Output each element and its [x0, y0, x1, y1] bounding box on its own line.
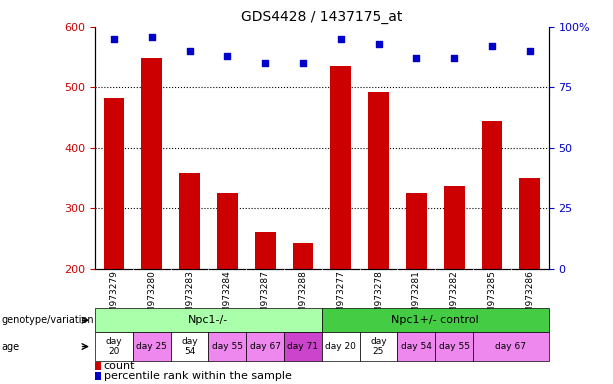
- Text: day 54: day 54: [401, 342, 432, 351]
- Text: day
20: day 20: [105, 337, 122, 356]
- Point: [525, 48, 535, 54]
- Bar: [330, 66, 351, 384]
- Bar: [133, 332, 170, 361]
- Bar: [406, 193, 427, 384]
- Text: genotype/variation: genotype/variation: [1, 315, 94, 325]
- Text: age: age: [1, 341, 20, 352]
- Bar: [179, 173, 200, 384]
- Text: day 67: day 67: [495, 342, 527, 351]
- Bar: [444, 186, 465, 384]
- Bar: [142, 58, 162, 384]
- Point: [109, 36, 119, 42]
- Text: day
25: day 25: [370, 337, 387, 356]
- Bar: [322, 332, 360, 361]
- Point: [373, 41, 384, 47]
- Bar: [208, 332, 246, 361]
- Bar: [473, 332, 549, 361]
- Bar: [368, 92, 389, 384]
- Point: [449, 55, 459, 61]
- Text: day 20: day 20: [326, 342, 356, 351]
- Bar: [104, 98, 124, 384]
- Bar: [246, 332, 284, 361]
- Point: [411, 55, 421, 61]
- Text: day 55: day 55: [212, 342, 243, 351]
- Point: [185, 48, 194, 54]
- Bar: [95, 372, 101, 380]
- Point: [487, 43, 497, 49]
- Text: day 25: day 25: [136, 342, 167, 351]
- Text: count: count: [104, 361, 135, 371]
- Text: Npc1-/-: Npc1-/-: [188, 315, 229, 325]
- Bar: [255, 232, 275, 384]
- Text: Npc1+/- control: Npc1+/- control: [391, 315, 479, 325]
- Point: [223, 53, 232, 59]
- Title: GDS4428 / 1437175_at: GDS4428 / 1437175_at: [241, 10, 403, 25]
- Text: day 67: day 67: [249, 342, 281, 351]
- Bar: [95, 332, 133, 361]
- Point: [298, 60, 308, 66]
- Text: percentile rank within the sample: percentile rank within the sample: [104, 371, 292, 381]
- Bar: [360, 332, 397, 361]
- Bar: [519, 178, 540, 384]
- Text: day 71: day 71: [287, 342, 318, 351]
- Text: day 55: day 55: [439, 342, 470, 351]
- Bar: [95, 362, 101, 369]
- Bar: [482, 121, 502, 384]
- Bar: [397, 332, 435, 361]
- Bar: [435, 332, 473, 361]
- Point: [147, 33, 156, 40]
- Bar: [95, 308, 322, 332]
- Bar: [170, 332, 208, 361]
- Bar: [217, 193, 238, 384]
- Bar: [284, 332, 322, 361]
- Text: day
54: day 54: [181, 337, 198, 356]
- Bar: [322, 308, 549, 332]
- Point: [336, 36, 346, 42]
- Bar: [292, 243, 313, 384]
- Point: [260, 60, 270, 66]
